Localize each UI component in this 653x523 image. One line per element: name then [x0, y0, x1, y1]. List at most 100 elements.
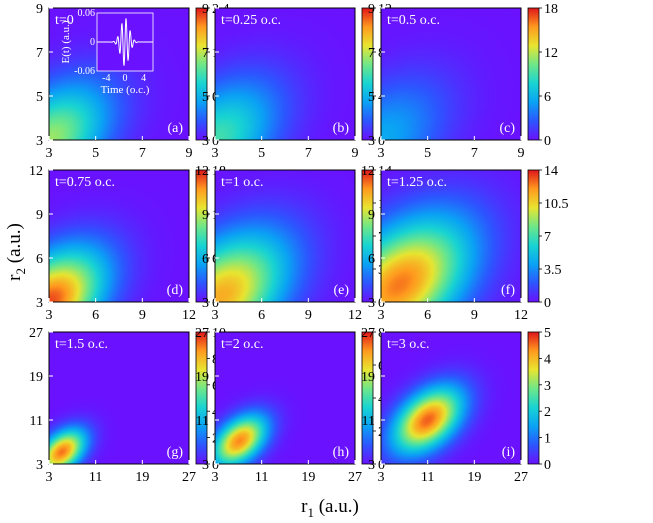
x-tick-label: 3 [378, 146, 385, 161]
plot-frame-b [214, 7, 356, 141]
plot-frame-g [48, 331, 190, 465]
y-tick-label: 3 [368, 134, 375, 149]
plot-frame-e [214, 169, 356, 303]
y-tick-label: 3 [36, 134, 43, 149]
colorbar-tick-label: 10.5 [544, 197, 569, 212]
colorbar-tick-label: 5 [544, 326, 551, 341]
x-tick-label: 3 [46, 308, 53, 323]
x-tick-label: 9 [518, 146, 525, 161]
x-tick-label: 5 [424, 146, 431, 161]
y-tick-label: 27 [29, 326, 43, 341]
x-tick-label: 6 [424, 308, 431, 323]
panel-label: (f) [501, 283, 515, 298]
plot-frame-c [380, 7, 522, 141]
heatmap-i [381, 332, 521, 464]
y-tick-label: 5 [368, 90, 375, 105]
x-tick-label: 3 [378, 470, 385, 485]
x-tick-label: 7 [139, 146, 146, 161]
colorbar-tick-label: 0 [378, 458, 385, 473]
y-tick-label: 9 [202, 2, 209, 17]
heatmap-e [215, 170, 355, 302]
colorbar-d [195, 169, 208, 303]
panel-label: (a) [167, 121, 183, 136]
colorbar-tick-label: 0 [378, 134, 385, 149]
colorbar-tick-label: 3.5 [544, 263, 562, 278]
heatmap-h [215, 332, 355, 464]
x-tick-label: 12 [348, 308, 362, 323]
y-tick-label: 11 [196, 414, 209, 429]
x-tick-label: 3 [212, 470, 219, 485]
inset-chart: -4 0 4 0.06 0 -0.06 Time (o.c.) E(t) (a.u.) [60, 8, 154, 96]
x-tick-label: 19 [135, 470, 149, 485]
heatmap-f [381, 170, 521, 302]
time-label: t=0.25 o.c. [221, 13, 281, 28]
x-tick-label: 19 [467, 470, 481, 485]
x-tick-label: 19 [301, 470, 315, 485]
y-tick-label: 5 [202, 90, 209, 105]
time-label: t=3 o.c. [387, 337, 430, 352]
colorbar-i [527, 331, 540, 465]
colorbar-g [195, 331, 208, 465]
panel-label: (c) [499, 121, 515, 136]
y-tick-label: 12 [195, 164, 209, 179]
colorbar-a [195, 7, 208, 141]
inset-y-label: E(t) (a.u.) [60, 20, 72, 63]
inset-pulse-line [97, 18, 153, 66]
x-tick-label: 12 [514, 308, 528, 323]
plot-frame-d [48, 169, 190, 303]
y-tick-label: 9 [36, 208, 43, 223]
y-tick-label: 9 [36, 2, 43, 17]
colorbar-h [361, 331, 374, 465]
y-tick-label: 3 [36, 458, 43, 473]
y-tick-label: 27 [361, 326, 375, 341]
y-tick-label: 9 [368, 208, 375, 223]
plot-frame-h [214, 331, 356, 465]
y-tick-label: 9 [368, 2, 375, 17]
colorbar-tick-label: 0 [544, 134, 551, 149]
y-tick-label: 5 [36, 90, 43, 105]
inset-y-tick-label: 0 [90, 37, 95, 48]
y-tick-label: 6 [368, 252, 375, 267]
time-label: t=0.75 o.c. [55, 175, 115, 190]
y-tick-label: 11 [30, 414, 43, 429]
colorbar-tick-label: 6 [544, 90, 551, 105]
time-label: t=1.25 o.c. [387, 175, 447, 190]
colorbar-tick-label: 1 [544, 432, 551, 447]
x-tick-label: 6 [258, 308, 265, 323]
y-tick-label: 3 [202, 458, 209, 473]
panel-label: (b) [333, 121, 350, 136]
y-tick-label: 3 [202, 296, 209, 311]
plot-frame-f [380, 169, 522, 303]
y-tick-label: 7 [36, 46, 43, 61]
x-tick-label: 5 [92, 146, 99, 161]
heatmap-b [215, 8, 355, 140]
y-tick-label: 12 [361, 164, 375, 179]
x-tick-label: 27 [348, 470, 362, 485]
colorbar-tick-label: 12 [544, 46, 558, 61]
panel-label: (e) [333, 283, 349, 298]
y-axis-label: r2 (a.u.) [4, 223, 28, 281]
inset-x-tick-label: -4 [102, 73, 110, 84]
colorbar-tick-label: 0 [212, 458, 219, 473]
x-tick-label: 3 [46, 146, 53, 161]
x-tick-label: 9 [352, 146, 359, 161]
y-tick-label: 3 [36, 296, 43, 311]
y-tick-label: 12 [29, 164, 43, 179]
panel-i: 3 11 19 27 3 11 19 27 t=3 o.c. (i) 0 1 2 3 4 5 [361, 326, 551, 485]
colorbar-b [361, 7, 374, 141]
time-label: t=1 o.c. [221, 175, 264, 190]
x-tick-label: 27 [182, 470, 196, 485]
panel-label: (g) [167, 445, 184, 460]
inset-x-tick-label: 4 [141, 73, 146, 84]
colorbar-tick-label: 3 [544, 379, 551, 394]
y-tick-label: 6 [202, 252, 209, 267]
panel-c: 3 5 7 9 3 5 7 9 t=0.5 o.c. (c) 0 6 12 18 [368, 2, 558, 161]
colorbar-f [527, 169, 540, 303]
x-tick-label: 5 [258, 146, 265, 161]
y-tick-label: 3 [368, 458, 375, 473]
y-tick-label: 27 [195, 326, 209, 341]
